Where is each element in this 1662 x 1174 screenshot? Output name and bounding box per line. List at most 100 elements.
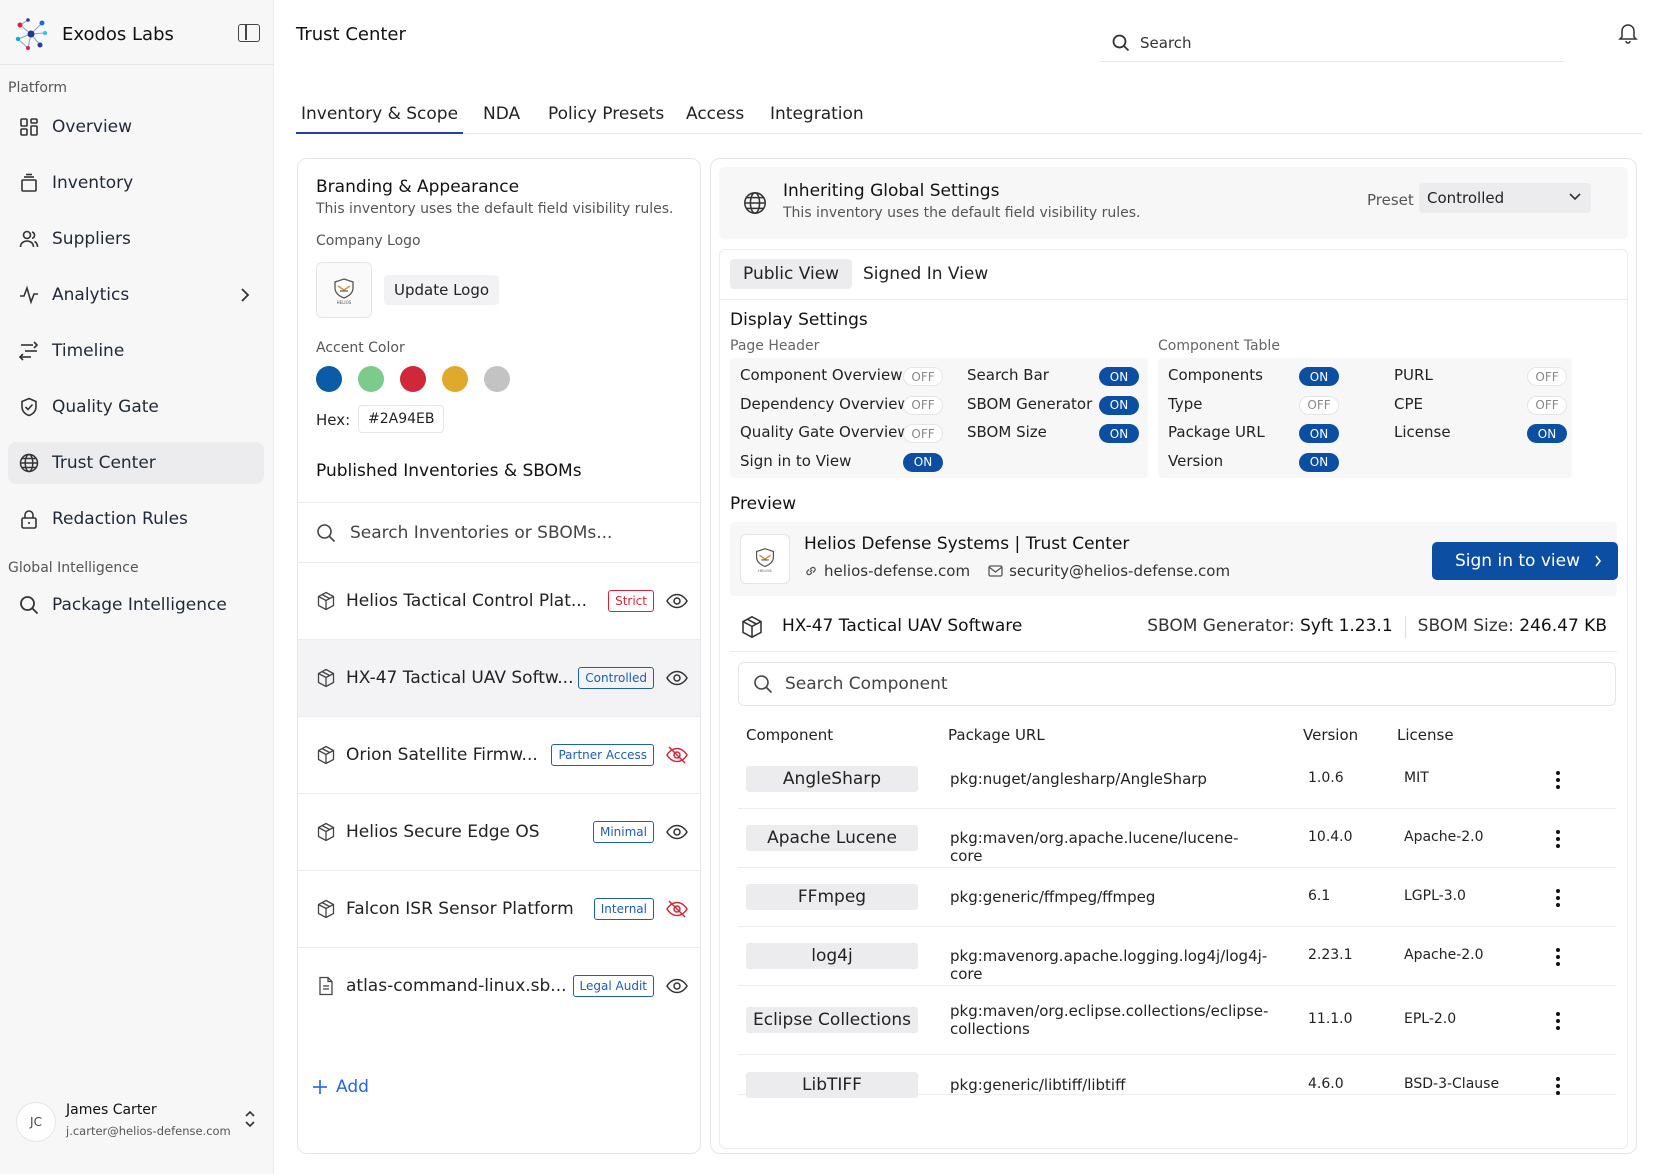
table-row[interactable]: Eclipse Collections pkg:maven/org.eclipse… [738, 986, 1616, 1055]
visibility-toggle[interactable]: ON [1099, 367, 1139, 386]
brand[interactable]: Exodos Labs [14, 14, 174, 54]
eye-off-icon[interactable] [666, 746, 688, 764]
component-search-input[interactable]: Search Component [738, 662, 1616, 706]
more-vertical-icon[interactable] [1556, 1009, 1562, 1033]
inventory-row[interactable]: Helios Secure Edge OS Minimal [298, 793, 700, 870]
toggle-label: Type [1168, 394, 1203, 413]
tab-integration[interactable]: Integration [770, 104, 864, 124]
inventory-row[interactable]: atlas-command-linux.sb... Legal Audit [298, 947, 700, 1024]
update-logo-button[interactable]: Update Logo [384, 275, 500, 305]
eye-icon[interactable] [666, 824, 688, 840]
visibility-toggle[interactable]: OFF [903, 367, 943, 386]
table-row[interactable]: Apache Lucene pkg:maven/org.apache.lucene… [738, 809, 1616, 868]
sidebar-item-suppliers[interactable]: Suppliers [8, 218, 264, 260]
bell-icon[interactable] [1618, 22, 1638, 44]
inventory-row[interactable]: Orion Satellite Firmw... Partner Access [298, 716, 700, 793]
user-menu[interactable]: JC James Carter j.carter@helios-defense.… [16, 1096, 266, 1148]
inherit-subtitle: This inventory uses the default field vi… [783, 205, 1141, 221]
tab-policy-presets[interactable]: Policy Presets [548, 104, 665, 124]
link-icon [804, 564, 818, 578]
column-header-version: Version [1303, 726, 1359, 744]
mail-icon [988, 564, 1003, 578]
preview-email[interactable]: security@helios-defense.com [1009, 562, 1231, 580]
accent-swatch-gray[interactable] [484, 366, 510, 392]
chevron-right-icon [240, 287, 250, 303]
visibility-toggle[interactable]: ON [1527, 424, 1567, 443]
avatar: JC [16, 1102, 56, 1142]
inherit-title: Inheriting Global Settings [783, 181, 1000, 201]
more-vertical-icon[interactable] [1556, 827, 1562, 851]
accent-swatch-green[interactable] [358, 366, 384, 392]
inventory-row[interactable]: Helios Tactical Control Plat... Strict [298, 562, 700, 639]
accent-swatch-blue[interactable] [316, 366, 342, 392]
hex-input[interactable]: #2A94EB [358, 405, 445, 433]
more-vertical-icon[interactable] [1556, 1074, 1562, 1098]
table-row[interactable]: log4j pkg:mavenorg.apache.logging.log4j/l… [738, 927, 1616, 986]
visibility-toggle[interactable]: ON [1099, 395, 1139, 415]
preset-select[interactable]: Controlled [1419, 183, 1591, 213]
preview-header: HELIOS Helios Defense Systems | Trust Ce… [730, 522, 1618, 596]
sidebar-item-package-intelligence[interactable]: Package Intelligence [8, 584, 264, 626]
tab-inventory-scope[interactable]: Inventory & Scope [296, 104, 464, 134]
table-row[interactable]: FFmpeg pkg:generic/ffmpeg/ffmpeg 6.1 LGPL-3… [738, 868, 1616, 927]
tab-public-view[interactable]: Public View [730, 259, 853, 289]
tab-access[interactable]: Access [686, 104, 745, 124]
accent-swatch-red[interactable] [400, 366, 426, 392]
visibility-toggle[interactable]: ON [1299, 367, 1339, 386]
eye-icon[interactable] [666, 593, 688, 609]
add-inventory-button[interactable]: Add [312, 1077, 369, 1097]
tab-bar: Inventory & Scope NDA Policy Presets Acc… [296, 100, 1642, 134]
inventory-row[interactable]: Falcon ISR Sensor Platform Internal [298, 870, 700, 947]
table-row[interactable]: AngleSharp pkg:nuget/anglesharp/AngleShar… [738, 750, 1616, 809]
policy-badge: Legal Audit [572, 975, 654, 997]
company-logo: HELIOS [316, 262, 372, 318]
visibility-toggle[interactable]: ON [1299, 452, 1339, 472]
sidebar-item-trust-center[interactable]: Trust Center [8, 442, 264, 484]
sidebar-item-timeline[interactable]: Timeline [8, 330, 264, 372]
visibility-toggle[interactable]: ON [1099, 424, 1139, 443]
package-icon [316, 822, 336, 842]
visibility-toggle[interactable]: OFF [1527, 367, 1567, 386]
sign-in-to-view-button[interactable]: Sign in to view [1432, 542, 1618, 580]
eye-off-icon[interactable] [666, 900, 688, 918]
sidebar-item-quality-gate[interactable]: Quality Gate [8, 386, 264, 428]
tab-nda[interactable]: NDA [483, 104, 521, 124]
inventory-search-input[interactable]: Search Inventories or SBOMs... [298, 502, 700, 562]
global-search-input[interactable]: Search [1100, 24, 1564, 62]
inventory-name: Orion Satellite Firmw... [346, 745, 538, 765]
sidebar-item-redaction-rules[interactable]: Redaction Rules [8, 498, 264, 540]
license: LGPL-3.0 [1404, 888, 1466, 904]
preview-label: Preview [730, 494, 797, 514]
preview-contact: helios-defense.com security@helios-defen… [804, 562, 1230, 580]
visibility-toggle[interactable]: ON [903, 452, 943, 472]
inventory-row[interactable]: HX-47 Tactical UAV Softw... Controlled [298, 639, 700, 716]
chevron-up-down-icon[interactable] [244, 1110, 256, 1128]
sidebar-item-label: Inventory [52, 173, 134, 193]
visibility-toggle[interactable]: ON [1299, 424, 1339, 443]
tab-signed-in-view[interactable]: Signed In View [863, 264, 989, 284]
sbom-size-label: SBOM Size: [1417, 616, 1514, 636]
sidebar-item-inventory[interactable]: Inventory [8, 162, 264, 204]
sidebar-group-global-intelligence: Global Intelligence [8, 560, 139, 576]
visibility-toggle[interactable]: OFF [1299, 395, 1339, 415]
accent-swatch-yellow[interactable] [442, 366, 468, 392]
analytics-icon [18, 284, 40, 306]
more-vertical-icon[interactable] [1556, 945, 1562, 969]
eye-icon[interactable] [666, 670, 688, 686]
more-vertical-icon[interactable] [1556, 886, 1562, 910]
preview-website[interactable]: helios-defense.com [824, 562, 971, 580]
visibility-toggle[interactable]: OFF [903, 395, 943, 415]
sidebar-item-overview[interactable]: Overview [8, 106, 264, 148]
toggle-label: SBOM Size [967, 423, 1047, 441]
sidebar-item-analytics[interactable]: Analytics [8, 274, 264, 316]
eye-icon[interactable] [666, 978, 688, 994]
search-placeholder: Search [1140, 33, 1192, 52]
visibility-toggle[interactable]: OFF [1527, 395, 1567, 415]
timeline-icon [18, 340, 40, 362]
table-row[interactable]: LibTIFF pkg:generic/libtiff/libtiff 4.6.0 B… [738, 1055, 1616, 1098]
visibility-toggle[interactable]: OFF [903, 424, 943, 443]
sidebar-collapse-icon[interactable] [238, 24, 260, 42]
users-icon [18, 228, 40, 250]
toggle-label: Package URL [1168, 423, 1265, 441]
more-vertical-icon[interactable] [1556, 768, 1562, 792]
